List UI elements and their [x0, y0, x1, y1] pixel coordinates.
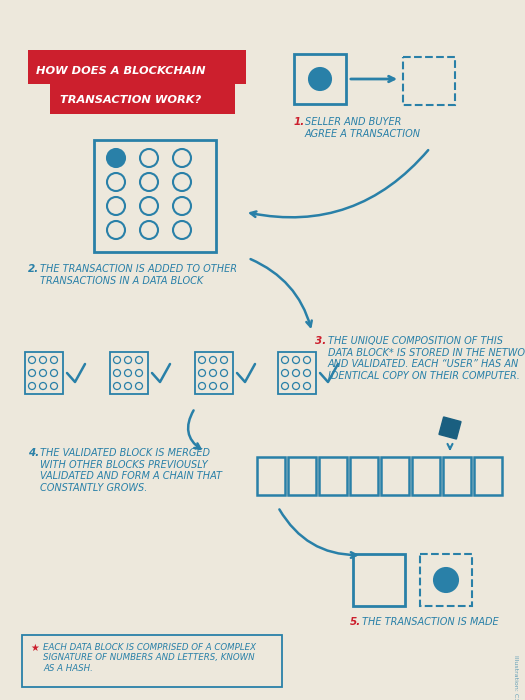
Circle shape — [434, 568, 458, 592]
FancyArrowPatch shape — [188, 410, 201, 449]
Bar — [288, 457, 316, 495]
Text: SELLER AND BUYER
AGREE A TRANSACTION: SELLER AND BUYER AGREE A TRANSACTION — [305, 117, 421, 139]
Bar — [350, 457, 378, 495]
Text: EACH DATA BLOCK IS COMPRISED OF A COMPLEX
SIGNATURE OF NUMBERS AND LETTERS, KNOW: EACH DATA BLOCK IS COMPRISED OF A COMPLE… — [43, 643, 256, 673]
Bar — [28, 50, 246, 84]
Polygon shape — [439, 417, 461, 439]
Text: 1.: 1. — [294, 117, 305, 127]
FancyArrowPatch shape — [250, 259, 312, 327]
Text: 4.: 4. — [28, 448, 39, 458]
Text: 5.: 5. — [350, 617, 361, 627]
Text: ★: ★ — [30, 643, 39, 653]
Bar — [257, 457, 285, 495]
Text: THE UNIQUE COMPOSITION OF THIS
DATA BLOCK* IS STORED IN THE NETWORK
AND VALIDATE: THE UNIQUE COMPOSITION OF THIS DATA BLOC… — [328, 336, 525, 381]
FancyArrowPatch shape — [250, 150, 428, 217]
Bar — [50, 82, 235, 114]
Bar — [278, 352, 316, 394]
Bar — [94, 140, 216, 252]
Circle shape — [107, 149, 125, 167]
Bar — [443, 457, 471, 495]
Text: THE TRANSACTION IS ADDED TO OTHER
TRANSACTIONS IN A DATA BLOCK: THE TRANSACTION IS ADDED TO OTHER TRANSA… — [40, 264, 237, 286]
Bar — [353, 554, 405, 606]
Bar — [22, 635, 282, 687]
Bar — [25, 352, 63, 394]
Text: Illustration: C3 Visual Lab: Illustration: C3 Visual Lab — [512, 655, 518, 700]
Bar — [403, 57, 455, 105]
Text: 2.: 2. — [28, 264, 39, 274]
Bar — [110, 352, 148, 394]
Bar — [381, 457, 409, 495]
Bar — [195, 352, 233, 394]
Bar — [294, 54, 346, 104]
Bar — [420, 554, 472, 606]
Text: TRANSACTION WORK?: TRANSACTION WORK? — [60, 95, 201, 105]
Text: THE TRANSACTION IS MADE: THE TRANSACTION IS MADE — [362, 617, 499, 627]
Text: 3.: 3. — [315, 336, 326, 346]
Bar — [412, 457, 440, 495]
Text: HOW DOES A BLOCKCHAIN: HOW DOES A BLOCKCHAIN — [36, 66, 205, 76]
FancyArrowPatch shape — [279, 510, 356, 558]
Text: THE VALIDATED BLOCK IS MERGED
WITH OTHER BLOCKS PREVIOUSLY
VALIDATED AND FORM A : THE VALIDATED BLOCK IS MERGED WITH OTHER… — [40, 448, 222, 493]
Circle shape — [309, 68, 331, 90]
Bar — [474, 457, 502, 495]
Bar — [319, 457, 347, 495]
